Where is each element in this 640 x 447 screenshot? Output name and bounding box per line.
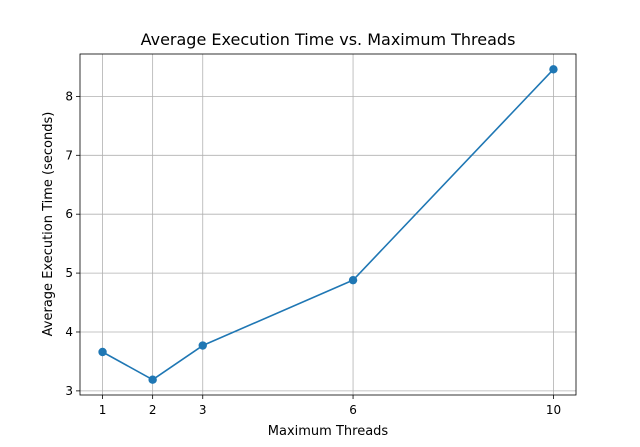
y-axis-label: Average Execution Time (seconds) [41, 112, 56, 337]
data-point [549, 65, 558, 74]
data-point [348, 275, 358, 285]
tick-labels: 1 2 3 6 10 3 4 5 6 7 8 [65, 89, 561, 417]
x-tick-label: 3 [199, 403, 207, 417]
x-axis-label: Maximum Threads [268, 424, 389, 439]
y-tick-label: 4 [65, 325, 73, 339]
axes [76, 53, 577, 399]
data-point [198, 341, 207, 350]
grid-lines [80, 54, 576, 395]
y-tick-label: 8 [65, 89, 73, 103]
plot-frame [79, 53, 577, 396]
data-point [148, 375, 157, 384]
chart-title: Average Execution Time vs. Maximum Threa… [141, 30, 516, 49]
x-tick-label: 2 [149, 403, 157, 417]
y-tick-label: 7 [65, 148, 73, 162]
data-series [98, 65, 558, 384]
x-tick-label: 10 [546, 403, 561, 417]
y-tick-label: 3 [65, 384, 73, 398]
data-point [98, 347, 107, 357]
x-tick-label: 6 [349, 403, 357, 417]
y-tick-label: 6 [65, 207, 73, 221]
y-tick-label: 5 [65, 266, 73, 280]
x-tick-label: 1 [99, 403, 107, 417]
